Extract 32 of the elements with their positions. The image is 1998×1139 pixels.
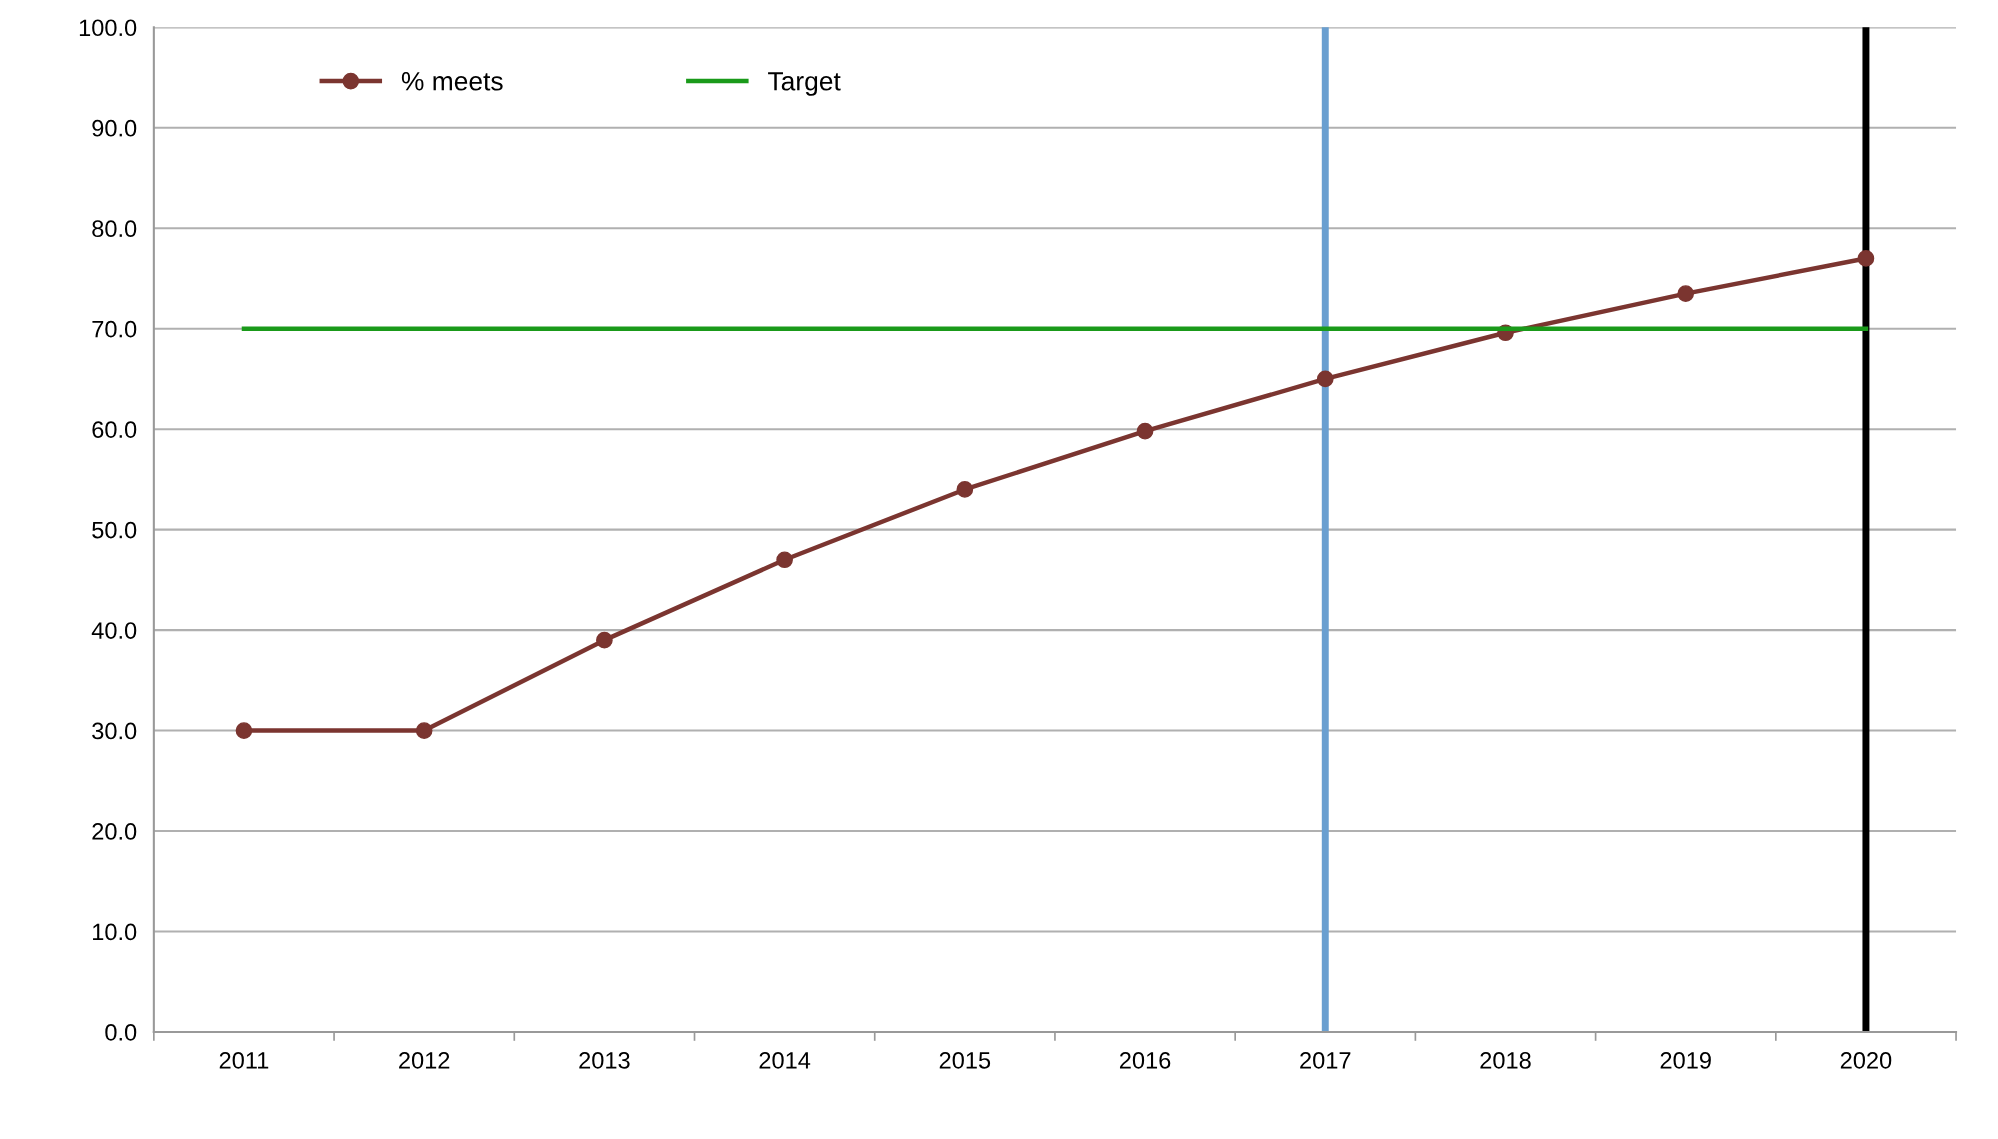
point — [1857, 250, 1875, 267]
point — [956, 481, 974, 498]
point — [1677, 285, 1695, 302]
y-tick-label: 70.0 — [92, 320, 137, 338]
x-tick-label: 2017 — [1300, 1052, 1351, 1069]
y-tick-label: 20.0 — [92, 823, 137, 840]
x-tick-label: 2020 — [1840, 1052, 1892, 1069]
point — [235, 722, 253, 739]
point — [776, 551, 793, 569]
point — [1316, 370, 1334, 388]
y-tick-label: 100.0 — [79, 19, 137, 37]
y-tick-label: 40.0 — [91, 622, 137, 639]
y-tick-label: 0.0 — [105, 1024, 137, 1041]
y-tick-label: 10.0 — [93, 923, 137, 941]
y-tick-label: 50.0 — [92, 521, 137, 539]
x-tick-label: 2016 — [1119, 1052, 1171, 1069]
legend-label: Target — [768, 72, 841, 96]
y-tick-label: 60.0 — [92, 421, 137, 438]
legend-label: % meets — [401, 71, 503, 91]
x-tick-label: 2014 — [759, 1052, 811, 1069]
x-tick-label: 2012 — [399, 1052, 450, 1069]
x-tick-label: 2013 — [579, 1052, 630, 1069]
y-tick-label: 90.0 — [92, 119, 137, 137]
y-tick-label: 80.0 — [92, 220, 137, 238]
x-tick-label: 2018 — [1480, 1052, 1531, 1069]
point — [596, 631, 613, 649]
point — [1136, 422, 1154, 440]
point — [415, 722, 433, 739]
x-tick-label: 2015 — [939, 1052, 991, 1069]
x-tick-label: 2019 — [1660, 1052, 1711, 1069]
y-tick-label: 30.0 — [92, 722, 137, 740]
x-tick-label: 2011 — [219, 1052, 269, 1069]
